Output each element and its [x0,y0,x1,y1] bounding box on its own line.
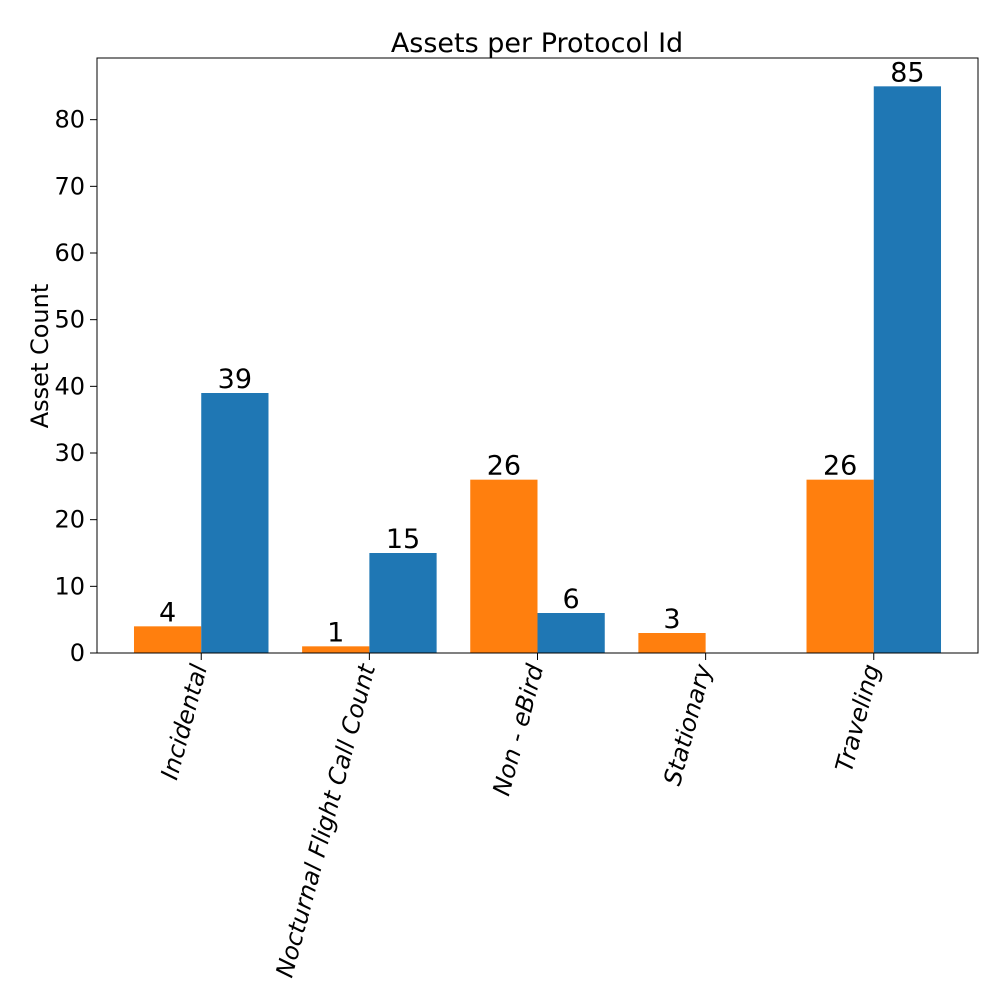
y-tick-label: 40 [54,372,85,400]
bar-series-2-1 [369,553,437,653]
y-tick-label: 80 [54,106,85,134]
x-tick-label: Non - eBird [487,661,549,799]
bar-series-1-4 [806,479,874,653]
y-tick-label: 60 [54,239,85,267]
y-tick-label: 30 [54,439,85,467]
data-label: 1 [327,617,344,648]
y-tick-label: 10 [54,572,85,600]
x-axis-ticks: Incidental Nocturnal Flight Call Count Non… [155,653,886,981]
y-tick-label: 20 [54,506,85,534]
bar-series-1-0 [133,626,202,653]
data-label: 4 [159,597,176,628]
plot-area-frame [96,57,979,654]
x-tick-label: Nocturnal Flight Call Count [271,660,382,981]
bar-series-1-3 [638,633,706,653]
data-label: 26 [823,451,857,482]
bar-series-2-0 [201,393,269,653]
bar-series-1-2 [470,479,538,653]
data-label: 3 [663,604,680,635]
x-tick-label: Traveling [830,661,886,775]
chart-title: Assets per Protocol Id [391,28,683,59]
data-label: 26 [487,451,521,482]
bars-group [133,86,942,654]
x-tick-label: Stationary [658,661,717,789]
y-tick-label: 70 [54,172,85,200]
y-axis-ticks: 0 10 20 30 40 50 60 70 80 [54,106,97,667]
y-tick-label: 0 [70,639,85,667]
y-tick-label: 50 [54,306,85,334]
data-label: 6 [563,584,580,615]
data-label: 85 [890,57,924,88]
y-axis-label: Asset Count [26,284,54,429]
x-tick-label: Incidental [155,661,213,783]
data-labels-group: 4 1 26 3 26 39 15 6 85 [159,57,925,648]
bar-series-2-4 [873,86,942,654]
bar-series-2-2 [537,613,605,653]
data-label: 15 [386,524,420,555]
bar-series-1-1 [302,646,370,653]
data-label: 39 [218,364,252,395]
